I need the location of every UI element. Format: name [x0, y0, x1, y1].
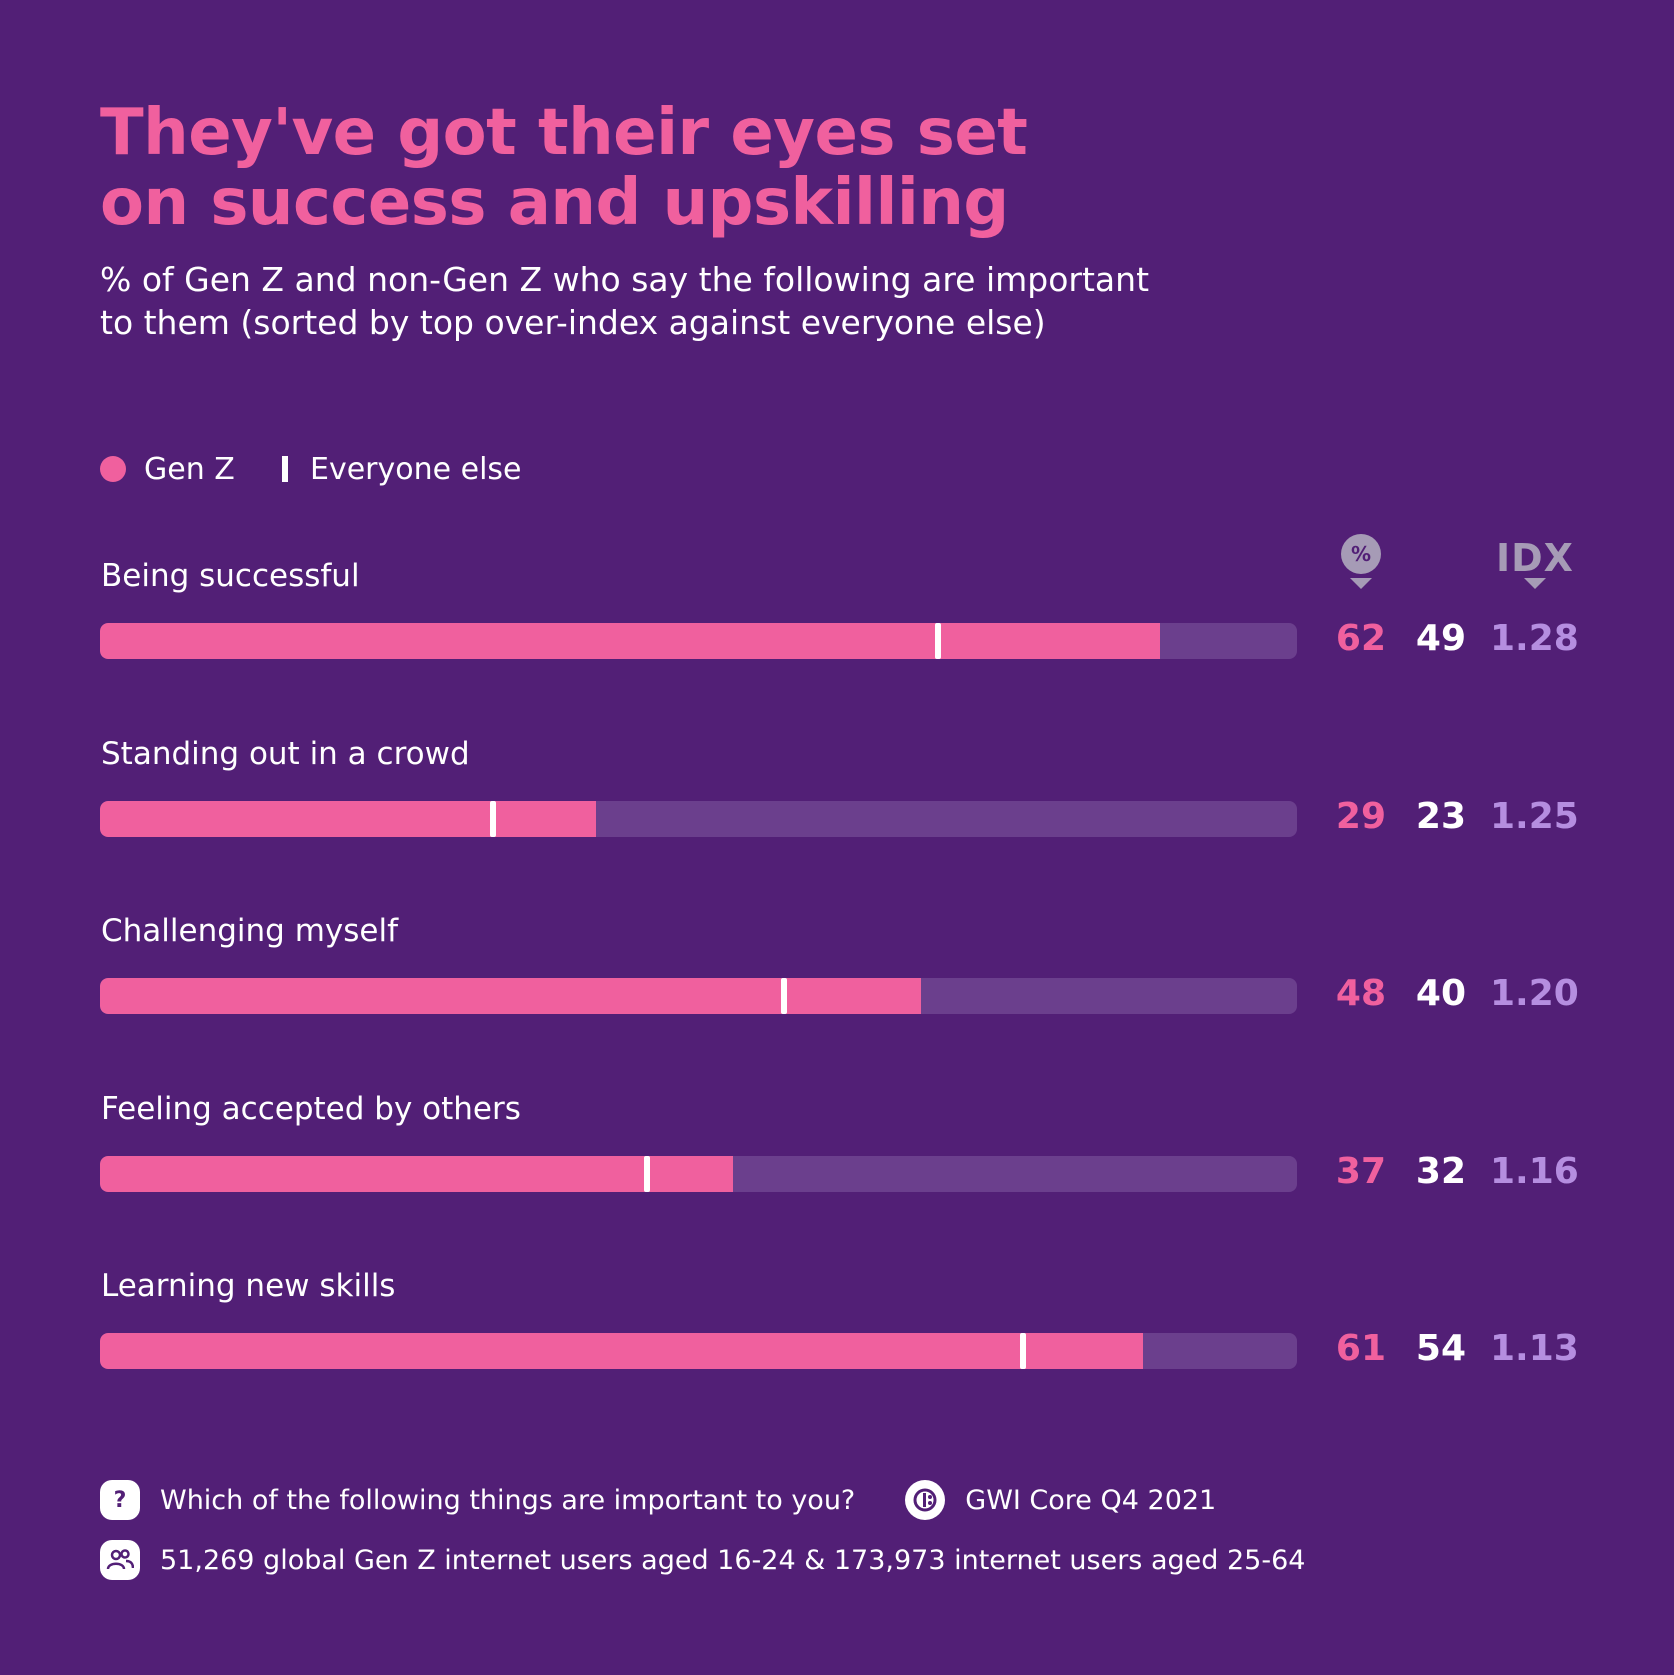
chart-title-line: They've got their eyes set	[100, 96, 1028, 170]
legend-label-everyone-else: Everyone else	[310, 451, 522, 487]
index-value: 1.20	[1490, 973, 1579, 1014]
idx-column-header: IDX	[1496, 536, 1574, 580]
everyone-else-marker	[490, 800, 496, 837]
chart-subtitle: % of Gen Z and non-Gen Z who say the fol…	[100, 258, 1300, 344]
footer-source: GWI Core Q4 2021	[965, 1484, 1217, 1516]
everyone-else-value: 54	[1415, 1328, 1466, 1369]
legend-label-gen-z: Gen Z	[144, 451, 235, 487]
chart-title: They've got their eyes set on success an…	[100, 98, 1300, 238]
gen-z-bar	[100, 978, 921, 1014]
idx-sort-caret-icon	[1524, 578, 1546, 589]
gen-z-value: 48	[1335, 973, 1386, 1014]
category-label: Standing out in a crowd	[101, 735, 470, 772]
footer-sample: 51,269 global Gen Z internet users aged …	[160, 1544, 1306, 1576]
everyone-else-value: 23	[1415, 795, 1466, 837]
gen-z-bar	[100, 1333, 1143, 1369]
bar-track	[100, 978, 1297, 1014]
gen-z-value: 29	[1335, 795, 1386, 837]
footer-question-row: ? Which of the following things are impo…	[100, 1480, 1216, 1520]
chart-subtitle-line: % of Gen Z and non-Gen Z who say the fol…	[100, 260, 1150, 299]
index-value: 1.16	[1490, 1150, 1579, 1192]
bar-track	[100, 623, 1297, 659]
everyone-else-marker	[935, 623, 941, 659]
category-label: Learning new skills	[101, 1268, 396, 1304]
source-logo-icon	[905, 1480, 946, 1520]
percent-badge-text: %	[1350, 542, 1372, 566]
everyone-else-value: 40	[1415, 973, 1466, 1014]
everyone-else-marker	[644, 1155, 650, 1192]
people-icon	[100, 1540, 140, 1580]
category-label: Feeling accepted by others	[101, 1090, 521, 1127]
index-value: 1.25	[1490, 795, 1579, 837]
everyone-else-value: 49	[1415, 618, 1466, 659]
legend-dot-icon	[100, 456, 126, 482]
question-icon: ?	[100, 1480, 140, 1520]
legend-item-gen-z: Gen Z	[100, 448, 235, 490]
index-value: 1.13	[1490, 1328, 1579, 1369]
chart-subtitle-line: to them (sorted by top over-index agains…	[100, 303, 1046, 342]
category-label: Challenging myself	[101, 913, 398, 949]
gen-z-bar	[100, 1155, 733, 1192]
bar-track	[100, 1155, 1297, 1192]
gen-z-value: 61	[1335, 1328, 1386, 1369]
percent-column-icon: %	[1341, 534, 1381, 574]
percent-sort-caret-icon	[1350, 578, 1372, 589]
chart-title-line: on success and upskilling	[100, 166, 1009, 240]
everyone-else-marker	[1020, 1333, 1026, 1369]
legend-item-everyone-else: Everyone else	[282, 448, 522, 490]
everyone-else-marker	[781, 978, 787, 1014]
index-value: 1.28	[1490, 618, 1579, 659]
bar-track	[100, 1333, 1297, 1369]
gen-z-value: 62	[1335, 618, 1386, 659]
gen-z-value: 37	[1335, 1150, 1386, 1192]
footer-sample-row: 51,269 global Gen Z internet users aged …	[100, 1540, 1305, 1580]
everyone-else-value: 32	[1415, 1150, 1466, 1192]
footer-question: Which of the following things are import…	[160, 1484, 856, 1516]
gen-z-bar	[100, 800, 596, 837]
legend-marker-icon	[282, 456, 288, 482]
category-label: Being successful	[101, 558, 360, 594]
legend: Gen Z Everyone else	[100, 448, 800, 490]
bar-track	[100, 800, 1297, 837]
gen-z-bar	[100, 623, 1160, 659]
